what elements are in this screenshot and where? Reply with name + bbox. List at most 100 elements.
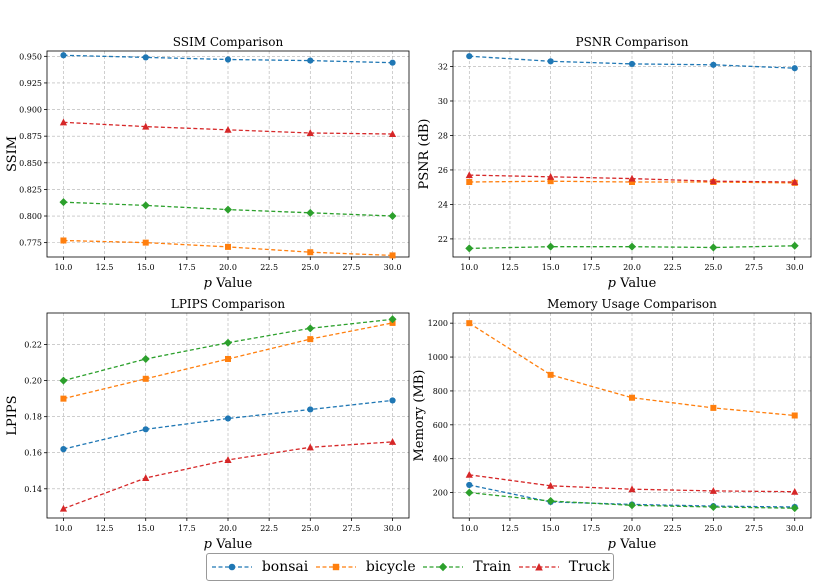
y-tick-label: 200 xyxy=(433,489,448,498)
y-axis-label: LPIPS xyxy=(5,395,20,435)
chart-panel-memory: 10.0 12.5 15.0 17.5 20.0 22.5 25.0 27.5 30.0 200 4… xyxy=(412,297,812,552)
x-tick-label: 15.0 xyxy=(542,263,560,272)
data-point-train xyxy=(465,244,474,253)
data-point-truck xyxy=(709,487,717,494)
x-tick-label: 27.5 xyxy=(745,524,763,533)
y-tick-label: 24 xyxy=(438,200,448,209)
data-point-train xyxy=(224,205,232,214)
legend-label-bicycle: bicycle xyxy=(365,559,416,575)
y-tick-label: 1000 xyxy=(428,353,448,362)
x-tick-label: 15.0 xyxy=(137,524,155,533)
data-point-truck xyxy=(142,474,150,481)
diamond-marker-icon xyxy=(439,562,448,572)
data-point-train xyxy=(546,242,555,251)
data-point-train xyxy=(388,212,397,221)
data-point-bonsai xyxy=(710,61,717,68)
y-tick-label: 28 xyxy=(438,131,448,140)
data-point-bonsai xyxy=(60,52,67,59)
x-tick-label: 27.5 xyxy=(745,263,763,272)
x-tick-label: 12.5 xyxy=(96,524,114,533)
data-point-truck xyxy=(224,125,232,133)
chart-title: SSIM Comparison xyxy=(173,35,284,49)
data-point-bonsai xyxy=(224,56,232,63)
x-tick-label: 12.5 xyxy=(96,263,114,272)
y-tick-label: 0.925 xyxy=(19,79,42,88)
legend-swatch-bonsai xyxy=(211,563,252,571)
data-point-train xyxy=(790,504,799,513)
data-point-train xyxy=(59,376,68,385)
legend-swatch-train xyxy=(423,562,464,572)
x-tick-label: 27.5 xyxy=(343,524,361,533)
x-tick-label: 12.5 xyxy=(501,263,519,272)
y-tick-label: 600 xyxy=(433,421,448,430)
data-point-bicycle xyxy=(710,404,717,411)
x-axis-label: p Value xyxy=(204,276,253,291)
chart-title: LPIPS Comparison xyxy=(171,297,285,311)
data-point-truck xyxy=(628,174,636,182)
data-point-train xyxy=(306,324,315,333)
x-tick-label: 15.0 xyxy=(137,263,155,272)
x-tick-label: 20.0 xyxy=(623,524,641,533)
data-point-train xyxy=(709,502,718,511)
x-tick-label: 30.0 xyxy=(786,524,804,533)
series-line-train xyxy=(63,318,393,382)
chart-title: Memory Usage Comparison xyxy=(547,297,717,311)
legend-entry-bicycle: bicycle xyxy=(314,559,416,575)
x-axis-label: p Value xyxy=(608,276,657,291)
legend-label-train: Train xyxy=(473,559,512,575)
data-point-bonsai xyxy=(466,53,473,60)
data-point-truck xyxy=(388,438,397,445)
data-point-bicycle xyxy=(307,336,314,343)
data-point-bonsai xyxy=(307,57,314,64)
y-tick-label: 0.16 xyxy=(24,449,42,458)
y-tick-label: 0.775 xyxy=(19,239,42,248)
y-tick-label: 0.950 xyxy=(19,52,42,61)
data-point-bicycle xyxy=(547,371,554,378)
x-tick-label: 25.0 xyxy=(704,263,722,272)
x-axis-label: p Value xyxy=(204,537,253,552)
data-point-truck xyxy=(465,470,473,478)
data-point-bonsai xyxy=(791,65,798,72)
data-point-bonsai xyxy=(628,60,636,68)
data-point-bonsai xyxy=(466,481,473,489)
triangle-marker-icon xyxy=(534,563,543,571)
legend-swatch-bicycle xyxy=(315,563,356,571)
data-point-truck xyxy=(709,177,717,185)
data-point-bonsai xyxy=(224,415,232,422)
data-point-bonsai xyxy=(142,54,149,61)
plot-frame xyxy=(452,312,812,519)
plot-frame xyxy=(452,50,812,258)
y-tick-label: 0.18 xyxy=(24,413,42,422)
square-marker-icon xyxy=(332,563,340,571)
data-point-bonsai xyxy=(142,426,149,433)
data-point-truck xyxy=(791,178,799,186)
data-point-train xyxy=(546,497,555,506)
data-point-train xyxy=(709,243,718,252)
x-axis-label: p Value xyxy=(608,537,657,552)
x-tick-label: 22.5 xyxy=(664,263,682,272)
data-point-bicycle xyxy=(142,239,149,246)
y-tick-label: 26 xyxy=(438,166,448,175)
data-point-truck xyxy=(547,482,555,489)
y-tick-label: 0.825 xyxy=(19,185,42,194)
data-point-bicycle xyxy=(225,355,231,362)
data-point-train xyxy=(465,488,474,497)
plot-frame xyxy=(46,50,410,258)
data-point-train xyxy=(141,201,150,210)
x-tick-label: 17.5 xyxy=(582,263,600,272)
data-point-bicycle xyxy=(547,178,554,185)
y-tick-label: 0.800 xyxy=(19,212,42,221)
data-point-bicycle xyxy=(629,179,635,186)
data-point-bicycle xyxy=(60,237,67,244)
y-axis-label: PSNR (dB) xyxy=(417,119,432,190)
data-point-truck xyxy=(224,456,232,463)
data-point-truck xyxy=(791,487,799,495)
data-point-bicycle xyxy=(60,395,67,402)
y-axis-label: Memory (MB) xyxy=(412,370,427,462)
y-tick-label: 800 xyxy=(433,387,448,396)
x-tick-label: 10.0 xyxy=(55,263,73,272)
data-point-truck xyxy=(306,129,314,136)
y-axis-label: SSIM xyxy=(5,136,20,172)
x-tick-label: 30.0 xyxy=(384,524,402,533)
